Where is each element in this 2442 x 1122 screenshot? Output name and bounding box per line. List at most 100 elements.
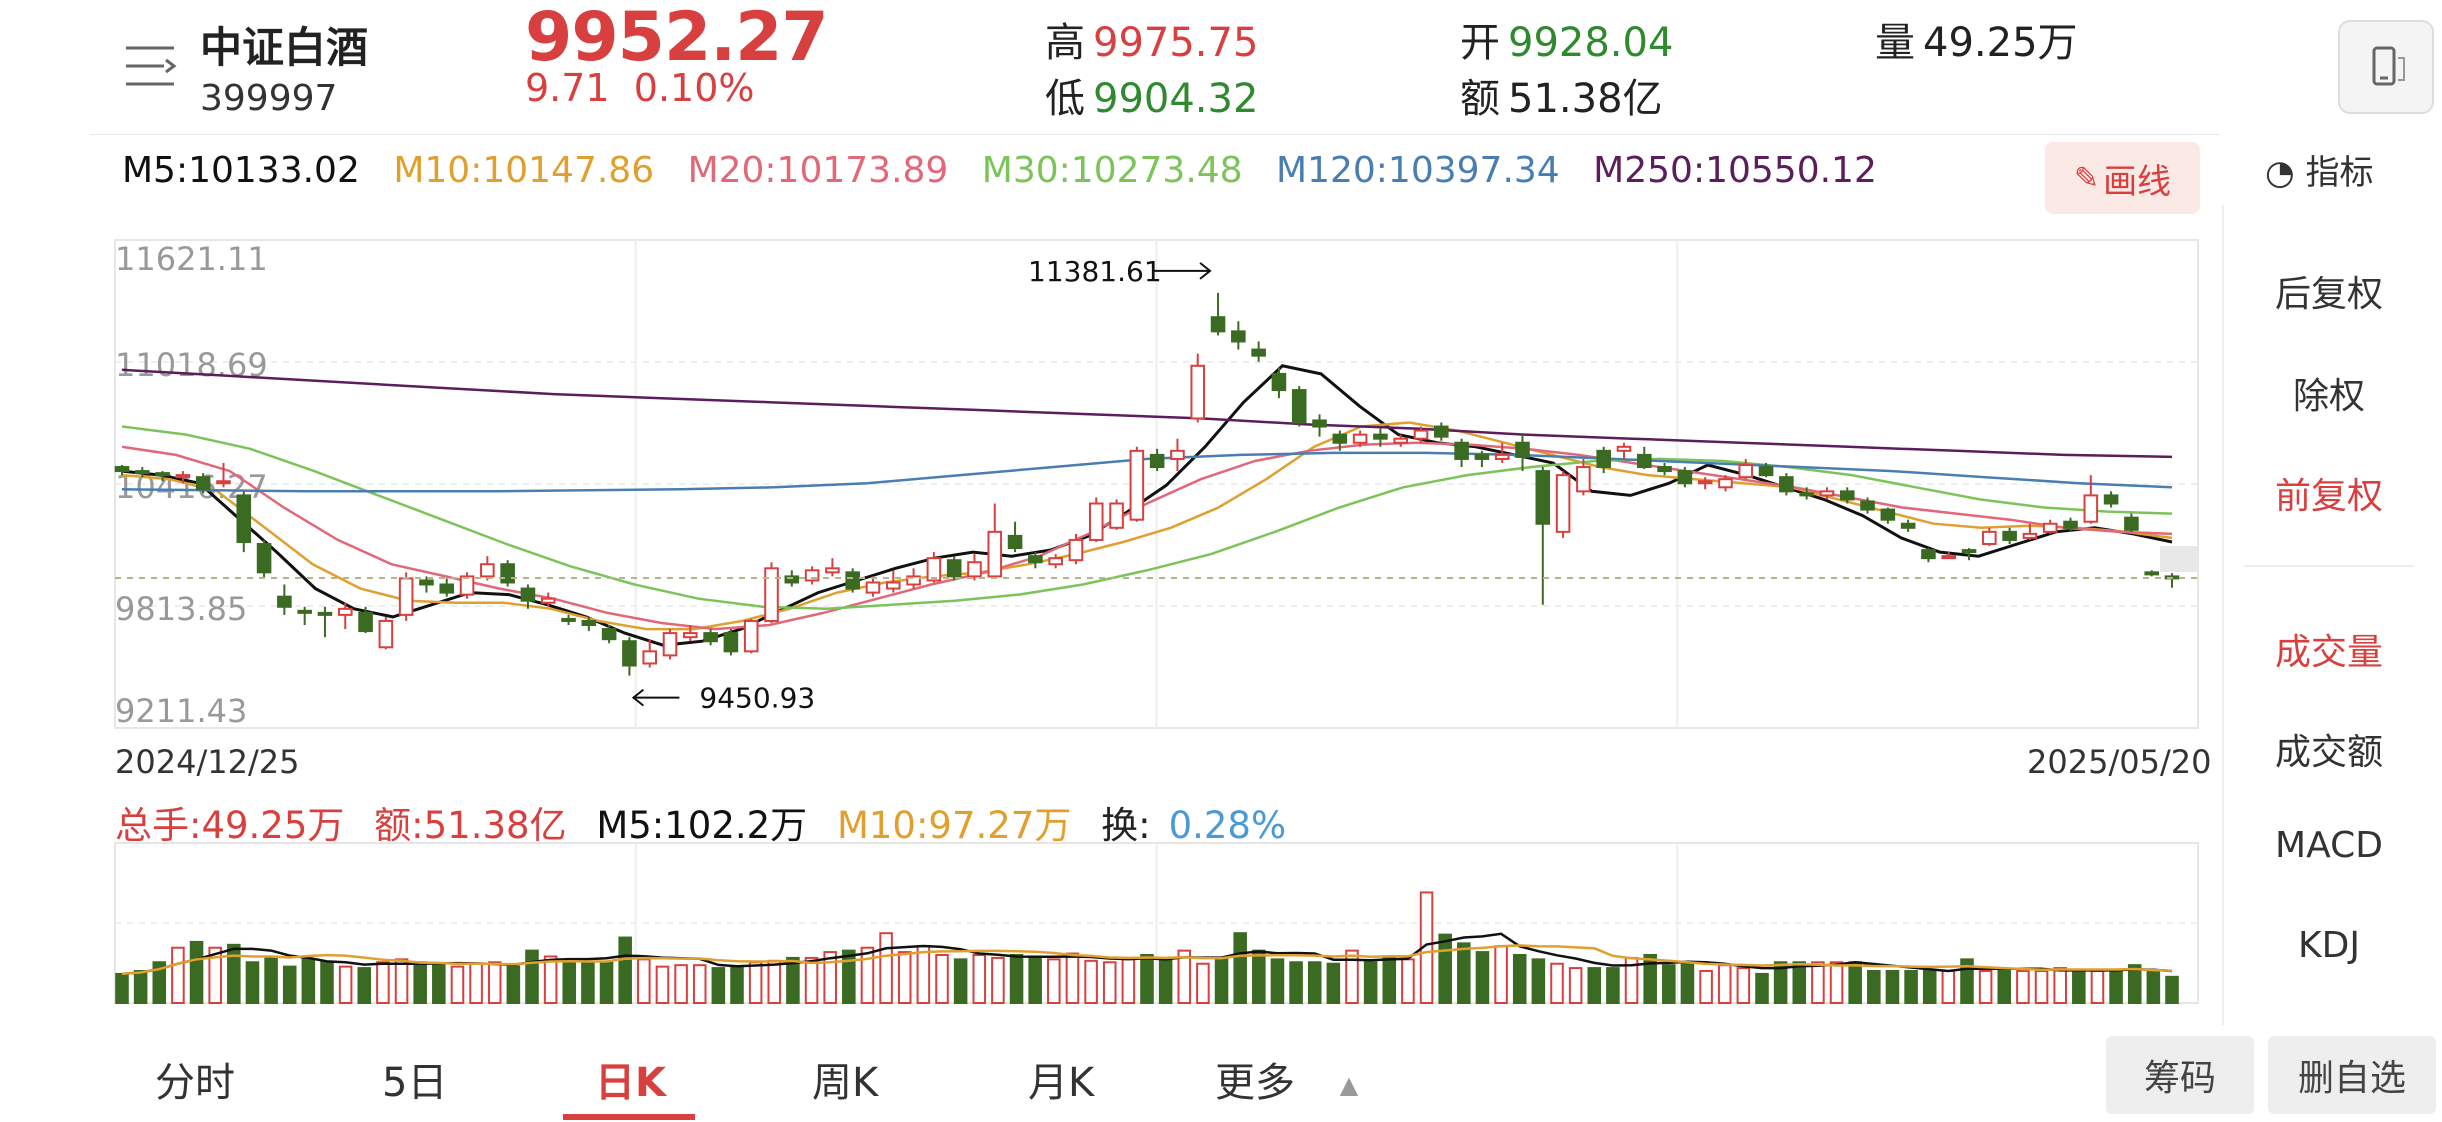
tab-intraday[interactable]: 分时 <box>155 1060 235 1106</box>
candle-body <box>439 583 455 594</box>
volume-bar <box>1494 945 1508 1004</box>
volume-bar <box>1960 958 1974 1005</box>
indicator-button[interactable]: ◔ 指标 <box>2265 153 2374 193</box>
volume-bar <box>674 964 688 1005</box>
candle-body <box>1210 316 1226 333</box>
candle-body <box>967 561 982 578</box>
volume-bar <box>1177 949 1192 1004</box>
volume-bar <box>469 962 483 1005</box>
menu-icon[interactable] <box>120 40 180 92</box>
volume-bar <box>953 958 968 1005</box>
tab-5day[interactable]: 5日 <box>382 1060 448 1106</box>
volume-bar <box>1773 961 1788 1004</box>
price-axis-label: 9211.43 <box>115 692 247 730</box>
candle-body <box>317 611 333 616</box>
side-item-forward-adjust[interactable]: 前复权 <box>2274 476 2383 517</box>
chips-button[interactable]: 筹码 <box>2106 1036 2254 1114</box>
volume-bar <box>2034 970 2049 1004</box>
candle-body <box>1170 449 1185 460</box>
candle-body <box>459 575 475 596</box>
triangle-up-icon: ▲ <box>1339 1071 1359 1099</box>
candle-body <box>1941 555 1957 560</box>
candle-body <box>500 563 515 584</box>
volume-bar <box>1717 964 1732 1005</box>
candle-body <box>337 607 353 616</box>
draw-line-button[interactable]: ✎ 画线 <box>2045 142 2200 214</box>
tab-monthly-k[interactable]: 月K <box>1028 1060 1095 1106</box>
candle-body <box>1149 453 1165 469</box>
candle-body <box>1332 433 1348 444</box>
volume-bar <box>1755 972 1769 1005</box>
high-arrow-head <box>1199 262 1212 280</box>
volume-bar <box>692 964 707 1005</box>
volume-bar <box>916 945 931 1004</box>
remove-favorite-button[interactable]: 删自选 <box>2268 1036 2436 1114</box>
volume-bar <box>115 972 129 1005</box>
ma250-value: M250:10550.12 <box>1593 150 1877 191</box>
candle-body <box>1352 433 1368 444</box>
volume-bar <box>1643 954 1657 1004</box>
volume-bar <box>394 958 409 1005</box>
candle-body <box>581 619 597 627</box>
side-item-amount[interactable]: 成交额 <box>2274 732 2383 773</box>
tab-daily-k[interactable]: 日K <box>595 1060 666 1106</box>
side-item-ex-rights[interactable]: 除权 <box>2292 376 2365 417</box>
candle-body <box>358 611 373 633</box>
volume-bar <box>1978 970 1993 1004</box>
candle-body <box>1596 449 1611 469</box>
volume-bar <box>1009 954 1024 1004</box>
candle-body <box>1718 478 1733 489</box>
candle-body <box>1231 330 1246 343</box>
volume-bar <box>1587 967 1602 1004</box>
volume-bar <box>1252 949 1266 1004</box>
candle-body <box>743 619 759 653</box>
volume-bar <box>1941 970 1956 1004</box>
volume-bar <box>1307 961 1322 1004</box>
side-item-kdj[interactable]: KDJ <box>2298 925 2360 966</box>
volume-bar <box>487 961 502 1004</box>
volume-bar <box>1736 967 1751 1004</box>
candle-body <box>1900 522 1916 529</box>
side-item-back-adjust[interactable]: 后复权 <box>2274 274 2383 315</box>
candle-body <box>398 577 414 616</box>
volume-bar <box>1922 970 1937 1004</box>
side-item-macd[interactable]: MACD <box>2275 825 2383 866</box>
candle-body <box>2063 520 2078 529</box>
candle-body <box>1799 492 1814 497</box>
volume-bar <box>264 955 278 1004</box>
candle-body <box>1677 470 1693 485</box>
candle-body <box>683 632 698 639</box>
side-item-volume[interactable]: 成交量 <box>2274 632 2383 673</box>
quote-volume: 量 49.25万 <box>1875 20 2078 66</box>
volume-bar <box>860 946 875 1005</box>
price-axis-label: 9813.85 <box>115 590 247 628</box>
volume-bar <box>655 965 670 1004</box>
volume-bar <box>599 961 614 1004</box>
volume-bar <box>2165 975 2179 1004</box>
volume-bar <box>2146 970 2161 1004</box>
candle-body <box>1454 441 1469 460</box>
candle-body <box>1535 470 1551 525</box>
candlestick-chart[interactable]: 11621.1111018.6910416.279813.859211.4311… <box>0 0 2220 1020</box>
change-value: 9.71 <box>525 66 610 110</box>
candle-body <box>1028 555 1043 564</box>
stock-name: 中证白酒 <box>200 23 369 72</box>
candle-body <box>1007 534 1023 550</box>
volume-bar <box>301 958 316 1005</box>
landscape-toggle-button[interactable] <box>2338 20 2434 114</box>
tab-weekly-k[interactable]: 周K <box>812 1060 879 1106</box>
tab-more[interactable]: 更多 ▲ <box>1215 1060 1359 1106</box>
volume-bar <box>171 946 185 1005</box>
volume-bar <box>991 956 1005 1005</box>
stock-code: 399997 <box>200 78 338 119</box>
ma-legend: M5:10133.02 M10:10147.86 M20:10173.89 M3… <box>122 150 1899 191</box>
volume-bar <box>804 956 819 1005</box>
gauge-icon: ◔ <box>2265 153 2295 193</box>
quote-open: 开 9928.04 <box>1460 20 1674 66</box>
pencil-icon: ✎ <box>2073 160 2100 196</box>
change-percent: 0.10% <box>633 66 755 110</box>
candle-body <box>1982 530 1997 545</box>
volume-bar <box>1196 962 1210 1005</box>
volume-bar <box>413 961 427 1004</box>
candle-body <box>845 571 860 590</box>
